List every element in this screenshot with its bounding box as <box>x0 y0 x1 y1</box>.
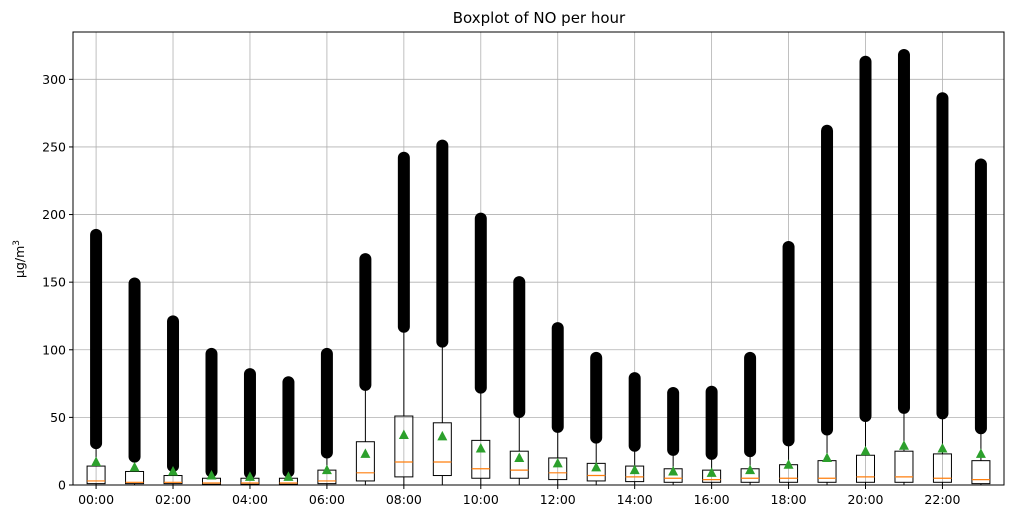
y-axis-label-unit: µg/m <box>12 246 27 278</box>
mean-marker <box>283 471 294 481</box>
box-15:00 <box>663 387 683 486</box>
box-03:00 <box>201 347 221 486</box>
iqr-box <box>894 450 914 483</box>
y-tick-label: 150 <box>42 275 66 290</box>
box-07:00 <box>355 253 375 486</box>
box-17:00 <box>740 351 760 486</box>
mean-marker <box>206 470 217 480</box>
box-06:00 <box>317 347 337 486</box>
mean-marker <box>398 429 409 439</box>
box-11:00 <box>509 276 529 486</box>
iqr-box <box>971 460 991 485</box>
box-08:00 <box>394 151 414 486</box>
mean-marker <box>475 442 486 453</box>
mean-marker <box>321 464 332 475</box>
x-tick-label: 08:00 <box>386 492 422 507</box>
box-09:00 <box>432 139 452 486</box>
x-axis-ticks: 00:00 02:00 04:00 06:00 08:00 10:00 12:00 14:00… <box>78 485 961 507</box>
box-14:00 <box>625 372 645 486</box>
x-tick-label: 20:00 <box>847 492 883 507</box>
mean-marker <box>975 448 986 458</box>
box-20:00 <box>856 55 876 486</box>
iqr-box <box>509 450 529 479</box>
y-tick-label: 0 <box>58 478 66 493</box>
iqr-box <box>817 460 837 483</box>
mean-marker <box>783 459 794 469</box>
x-tick-label: 12:00 <box>540 492 576 507</box>
y-axis-label-superscript: 3 <box>12 240 22 246</box>
x-tick-label: 04:00 <box>232 492 268 507</box>
mean-marker <box>937 442 948 453</box>
box-10:00 <box>471 212 491 486</box>
box-05:00 <box>278 376 298 486</box>
box-19:00 <box>817 124 837 486</box>
box-21:00 <box>894 48 914 486</box>
mean-marker <box>129 461 140 472</box>
x-tick-label: 14:00 <box>617 492 653 507</box>
iqr-box <box>856 454 876 483</box>
y-tick-label: 50 <box>50 410 66 425</box>
plot-frame <box>72 31 1005 486</box>
iqr-box <box>163 475 183 485</box>
mean-marker <box>745 464 756 475</box>
y-axis-ticks: 0 50 100 150 200 250 300 <box>42 72 73 493</box>
mean-marker <box>437 430 448 441</box>
box-13:00 <box>586 351 606 486</box>
box-18:00 <box>779 241 799 486</box>
boxes-layer <box>86 48 991 486</box>
x-tick-label: 22:00 <box>924 492 960 507</box>
mean-marker <box>552 457 563 468</box>
mean-marker <box>898 440 909 450</box>
mean-marker <box>629 464 640 475</box>
chart-title: Boxplot of NO per hour <box>453 9 626 27</box>
mean-marker <box>91 456 102 467</box>
mean-marker <box>860 445 871 456</box>
iqr-box <box>125 470 145 485</box>
mean-marker <box>514 452 525 462</box>
mean-marker <box>668 465 679 476</box>
mean-marker <box>168 465 179 476</box>
iqr-box <box>86 465 106 485</box>
x-tick-label: 10:00 <box>463 492 499 507</box>
x-tick-label: 18:00 <box>771 492 807 507</box>
box-16:00 <box>702 385 722 486</box>
mean-marker <box>360 448 371 458</box>
box-12:00 <box>548 322 568 486</box>
x-tick-label: 16:00 <box>694 492 730 507</box>
y-tick-label: 250 <box>42 139 66 154</box>
iqr-box <box>471 439 491 479</box>
box-22:00 <box>932 92 952 486</box>
x-tick-label: 02:00 <box>155 492 191 507</box>
box-02:00 <box>163 315 183 486</box>
x-tick-label: 06:00 <box>309 492 345 507</box>
iqr-box <box>432 422 452 477</box>
box-23:00 <box>971 158 991 486</box>
y-tick-label: 200 <box>42 207 66 222</box>
iqr-box <box>394 415 414 478</box>
iqr-box <box>355 441 375 482</box>
box-01:00 <box>125 277 145 486</box>
box-04:00 <box>240 368 260 486</box>
y-axis-label: µg/m3 <box>12 240 27 278</box>
box-00:00 <box>86 228 106 486</box>
y-tick-label: 300 <box>42 72 66 87</box>
y-tick-label: 100 <box>42 342 66 357</box>
mean-marker <box>822 452 833 462</box>
iqr-box <box>932 453 952 483</box>
mean-marker <box>591 461 602 472</box>
x-tick-label: 00:00 <box>78 492 114 507</box>
mean-marker <box>706 467 717 477</box>
mean-marker <box>244 471 255 481</box>
